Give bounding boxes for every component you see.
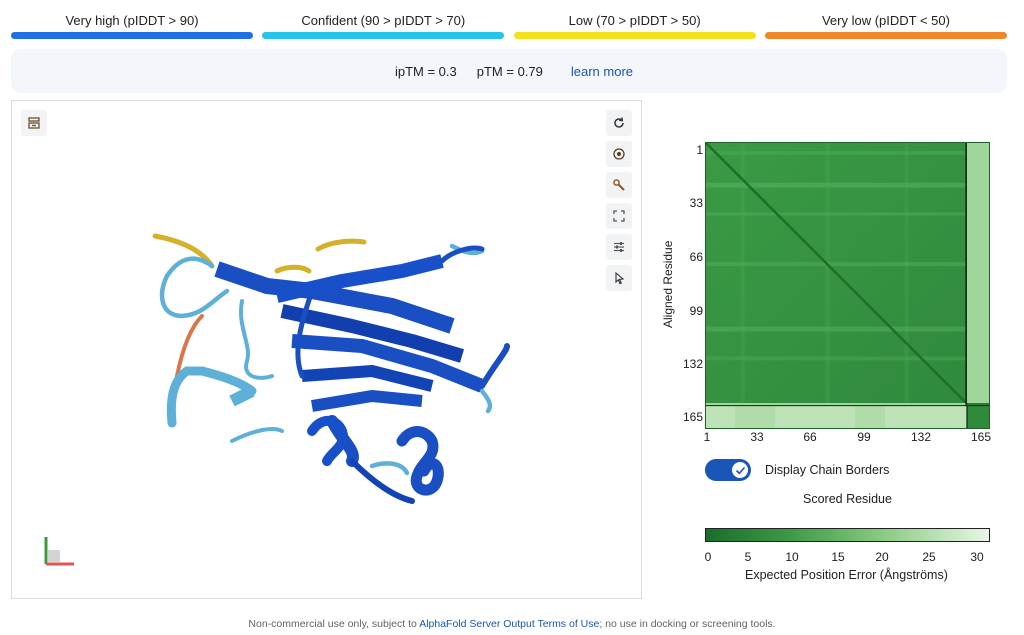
fullscreen-icon <box>613 210 625 222</box>
x-tick: 99 <box>857 430 871 444</box>
colorbar-tick: 0 <box>704 550 712 564</box>
x-tick: 132 <box>910 430 932 444</box>
colorbar-tick: 20 <box>875 550 889 564</box>
colorbar-ticks: 0 5 10 15 20 25 30 <box>705 550 990 566</box>
high-confidence-loop <box>479 343 510 389</box>
pae-y-ticks: 1 33 66 99 132 165 <box>675 142 705 424</box>
confident-loop <box>449 243 485 256</box>
chain-borders-label: Display Chain Borders <box>765 463 890 477</box>
y-tick: 132 <box>682 357 703 371</box>
x-tick: 165 <box>970 430 992 444</box>
check-icon <box>735 466 745 474</box>
legend-bar-confident <box>262 32 505 39</box>
colorbar-tick: 10 <box>785 550 799 564</box>
plddt-legend: Very high (pIDDT > 90) Confident (90 > p… <box>11 12 1007 39</box>
confident-loop <box>479 388 493 414</box>
legend-label: Very low (pIDDT < 50) <box>821 13 950 28</box>
legend-item-very-high: Very high (pIDDT > 90) <box>11 12 253 39</box>
iptm-value: ipTM = 0.3 <box>394 63 457 79</box>
footer-suffix: ; no use in docking or screening tools. <box>599 618 776 630</box>
confident-loop <box>369 461 410 476</box>
beta-strand <box>311 390 423 412</box>
legend-label: Confident (90 > pIDDT > 70) <box>301 13 466 28</box>
y-tick: 1 <box>696 143 703 157</box>
beta-strand <box>280 304 465 363</box>
confident-loop <box>159 256 230 319</box>
chain-borders-toggle[interactable] <box>705 459 751 481</box>
footer-prefix: Non-commercial use only, subject to <box>248 618 420 630</box>
cursor-arrow-icon <box>615 271 625 285</box>
save-image-icon <box>28 117 40 129</box>
high-confidence-loop <box>439 245 485 264</box>
legend-item-very-low: Very low (pIDDT < 50) <box>764 12 1007 39</box>
legend-bar-very-high <box>11 32 253 39</box>
colorbar-tick: 30 <box>970 550 984 564</box>
confident-loop <box>230 427 284 443</box>
save-image-button[interactable] <box>21 110 47 136</box>
pae-x-ticks: 1 33 66 99 132 165 <box>703 430 992 446</box>
x-tick: 33 <box>750 430 764 444</box>
low-confidence-loop <box>315 238 367 252</box>
legend-item-low: Low (70 > pIDDT > 50) <box>513 12 756 39</box>
beta-strand <box>275 254 444 303</box>
toggle-knob <box>732 462 748 478</box>
reset-rotate-icon <box>614 117 624 128</box>
alpha-helix <box>396 426 444 496</box>
learn-more-link[interactable]: learn more <box>570 63 634 79</box>
y-tick: 165 <box>682 410 703 424</box>
y-tick: 66 <box>689 250 703 264</box>
legend-label: Low (70 > pIDDT > 50) <box>568 13 701 28</box>
legend-label: Very high (pIDDT > 90) <box>65 13 199 28</box>
high-confidence-loop <box>295 288 315 379</box>
sliders-icon <box>614 242 624 252</box>
beta-strand <box>301 365 434 392</box>
legend-item-confident: Confident (90 > pIDDT > 70) <box>262 12 505 39</box>
select-mode-button[interactable] <box>606 265 632 291</box>
metrics-bar: ipTM = 0.3 pTM = 0.79 learn more <box>11 49 1007 93</box>
legend-bar-very-low <box>764 32 1007 39</box>
pae-heatmap[interactable] <box>705 142 990 406</box>
structure-viewer[interactable] <box>11 100 642 599</box>
center-icon <box>613 148 625 160</box>
x-tick: 1 <box>703 430 711 444</box>
ptm-value: pTM = 0.79 <box>476 63 543 79</box>
colorbar-tick: 5 <box>744 550 752 564</box>
beta-strand <box>291 334 485 393</box>
confident-strand-arrow <box>229 385 255 407</box>
pae-heatmap-chain-b <box>705 405 990 429</box>
colorbar-tick: 15 <box>831 550 845 564</box>
low-confidence-loop <box>274 264 312 274</box>
settings-button[interactable] <box>606 172 632 198</box>
reset-rotate-button[interactable] <box>606 110 632 136</box>
y-tick: 33 <box>689 196 703 210</box>
colorbar-label: Expected Position Error (Ångströms) <box>745 568 948 582</box>
footer-disclaimer: Non-commercial use only, subject to Alph… <box>0 618 1024 630</box>
x-tick: 66 <box>803 430 817 444</box>
confident-loop <box>239 299 274 380</box>
y-tick: 99 <box>689 304 703 318</box>
confident-strand <box>166 366 257 428</box>
axis-z-gizmo <box>48 550 60 562</box>
display-settings-button[interactable] <box>606 234 632 260</box>
high-confidence-loop <box>349 458 415 504</box>
center-button[interactable] <box>606 141 632 167</box>
colorbar-tick: 25 <box>922 550 936 564</box>
pae-x-axis-label: Scored Residue <box>803 492 892 506</box>
pae-plot: Aligned Residue 1 33 66 99 132 165 <box>655 130 1015 590</box>
chain-borders-toggle-row: Display Chain Borders <box>705 459 889 481</box>
legend-bar-low <box>513 32 756 39</box>
terms-of-use-link[interactable]: AlphaFold Server Output Terms of Use <box>419 618 600 630</box>
wrench-icon <box>613 179 625 191</box>
alpha-helix <box>307 415 348 466</box>
pae-y-axis-label: Aligned Residue <box>661 240 675 328</box>
protein-cartoon[interactable] <box>12 101 641 598</box>
fullscreen-button[interactable] <box>606 203 632 229</box>
pae-colorbar <box>705 528 990 542</box>
